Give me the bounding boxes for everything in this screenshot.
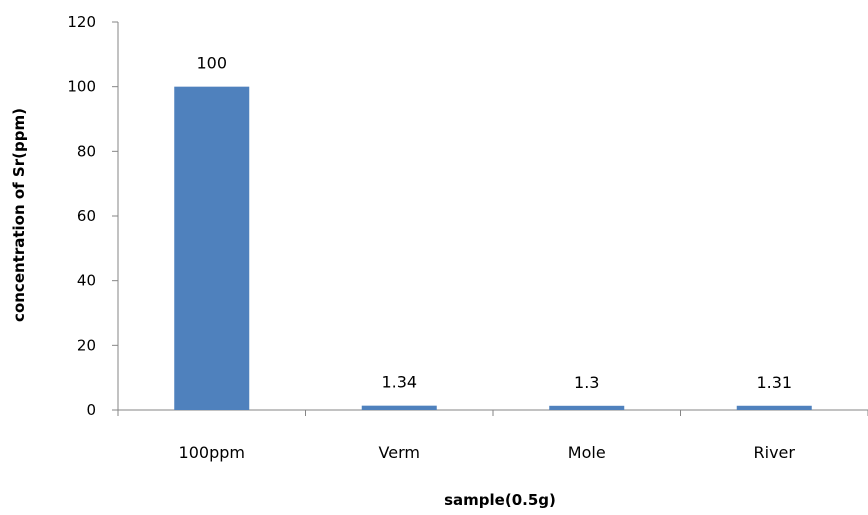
x-category-label: 100ppm xyxy=(179,443,245,462)
bars xyxy=(174,86,812,411)
x-category-label: Mole xyxy=(568,443,606,462)
y-axis-title: concentration of Sr(ppm) xyxy=(10,108,28,322)
data-labels: 100 1.34 1.3 1.31 xyxy=(196,54,792,392)
bar-value-label: 100 xyxy=(196,54,227,73)
x-category-label: Verm xyxy=(379,443,420,462)
bar-value-label: 1.31 xyxy=(756,373,792,392)
bar xyxy=(361,405,437,410)
y-tick-label: 100 xyxy=(67,78,96,96)
y-tick-label: 20 xyxy=(77,336,96,354)
y-axis: 0 20 40 60 80 100 120 xyxy=(67,13,119,419)
x-axis: 100ppm Verm Mole River xyxy=(117,409,868,462)
y-tick-label: 0 xyxy=(86,401,96,419)
bar xyxy=(549,405,625,410)
bar xyxy=(736,405,812,410)
bar-value-label: 1.3 xyxy=(574,373,599,392)
bar-value-label: 1.34 xyxy=(381,373,417,392)
y-tick-label: 120 xyxy=(67,13,96,31)
y-tick-label: 60 xyxy=(77,207,96,225)
x-category-label: River xyxy=(754,443,796,462)
y-tick-label: 80 xyxy=(77,142,96,160)
y-tick-label: 40 xyxy=(77,272,96,290)
bar xyxy=(174,86,250,411)
x-axis-title: sample(0.5g) xyxy=(444,491,556,509)
